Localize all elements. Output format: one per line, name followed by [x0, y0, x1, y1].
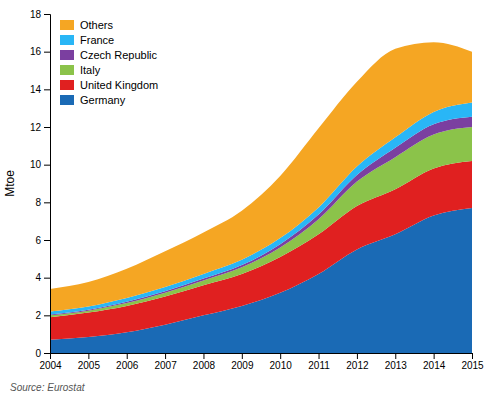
x-axis: 2004 2005 2006 2007 2008 2009 2010 2011 2012 2013… — [39, 353, 484, 371]
legend-swatch — [60, 80, 74, 90]
tick-label: 2006 — [116, 360, 139, 371]
tick-label: 2004 — [39, 360, 62, 371]
x-tick: 2006 — [116, 353, 139, 371]
y-axis: 0 2 4 6 8 10 12 14 16 18 — [30, 9, 51, 359]
legend-item: Germany — [60, 94, 126, 106]
legend-label: France — [80, 34, 114, 46]
legend-item: Others — [60, 19, 114, 31]
x-tick: 2009 — [231, 353, 254, 371]
tick-label: 10 — [30, 159, 42, 170]
tick-mark — [395, 353, 396, 359]
y-tick: 12 — [30, 122, 50, 133]
y-tick: 14 — [30, 84, 50, 95]
tick-label: 2007 — [154, 360, 177, 371]
legend-swatch — [60, 65, 74, 75]
tick-label: 6 — [35, 235, 41, 246]
tick-label: 8 — [35, 197, 41, 208]
legend-label: Others — [80, 19, 114, 31]
legend-item: United Kingdom — [60, 79, 158, 91]
y-tick: 4 — [35, 272, 50, 283]
tick-mark — [44, 202, 50, 203]
legend: Others France Czech Republic Italy United Ki… — [60, 19, 158, 106]
legend-label: Czech Republic — [80, 49, 158, 61]
tick-label: 18 — [30, 9, 42, 20]
legend-item: France — [60, 34, 114, 46]
tick-label: 2009 — [231, 360, 254, 371]
tick-mark — [44, 278, 50, 279]
x-tick: 2013 — [385, 353, 408, 371]
tick-label: 0 — [35, 348, 41, 359]
legend-item: Italy — [60, 64, 101, 76]
legend-swatch — [60, 20, 74, 30]
legend-swatch — [60, 35, 74, 45]
x-tick: 2005 — [78, 353, 101, 371]
area — [50, 42, 472, 311]
tick-label: 2005 — [78, 360, 101, 371]
y-tick: 6 — [35, 235, 50, 246]
tick-label: 2 — [35, 310, 41, 321]
tick-mark — [44, 14, 50, 15]
plot: 2004200520062007200820092010201120122013… — [3, 9, 484, 371]
y-tick: 10 — [30, 159, 50, 170]
tick-label: 2012 — [346, 360, 369, 371]
tick-mark — [319, 353, 320, 359]
y-tick: 16 — [30, 46, 50, 57]
tick-mark — [44, 52, 50, 53]
axis-line — [44, 15, 51, 354]
y-tick: 0 — [35, 348, 50, 359]
tick-mark — [88, 353, 89, 359]
tick-label: 12 — [30, 122, 42, 133]
tick-label: 4 — [35, 272, 41, 283]
tick-mark — [472, 353, 473, 359]
tick-label: 2014 — [423, 360, 446, 371]
x-tick: 2011 — [308, 353, 330, 371]
x-tick: 2004 — [39, 353, 62, 371]
legend-item: Czech Republic — [60, 49, 158, 61]
tick-mark — [434, 353, 435, 359]
tick-label: 14 — [30, 84, 42, 95]
tick-mark — [44, 165, 50, 166]
chart: 2004200520062007200820092010201120122013… — [0, 0, 490, 399]
axis-title: Mtoe — [3, 170, 17, 197]
x-tick: 2008 — [193, 353, 216, 371]
tick-label: 2015 — [461, 360, 484, 371]
areas — [50, 42, 472, 353]
x-tick: 2007 — [154, 353, 177, 371]
tick-mark — [44, 240, 50, 241]
x-tick: 2014 — [423, 353, 446, 371]
axis-line — [51, 354, 473, 360]
tick-mark — [127, 353, 128, 359]
tick-label: 2010 — [270, 360, 293, 371]
tick-mark — [44, 315, 50, 316]
tick-mark — [357, 353, 358, 359]
tick-label: 16 — [30, 46, 42, 57]
tick-mark — [44, 127, 50, 128]
y-tick: 8 — [35, 197, 50, 208]
legend-label: Germany — [80, 94, 126, 106]
tick-label: 2011 — [308, 360, 330, 371]
tick-mark — [242, 353, 243, 359]
y-tick: 18 — [30, 9, 50, 20]
tick-label: 2008 — [193, 360, 216, 371]
x-tick: 2015 — [461, 353, 484, 371]
tick-mark — [44, 89, 50, 90]
annotation: Source: Eurostat — [10, 382, 86, 393]
tick-label: 2013 — [385, 360, 408, 371]
tick-mark — [44, 353, 50, 354]
x-tick: 2012 — [346, 353, 369, 371]
legend-label: Italy — [80, 64, 101, 76]
tick-mark — [203, 353, 204, 359]
x-tick: 2010 — [270, 353, 293, 371]
tick-mark — [165, 353, 166, 359]
y-tick: 2 — [35, 310, 50, 321]
legend-swatch — [60, 95, 74, 105]
legend-swatch — [60, 50, 74, 60]
legend-label: United Kingdom — [80, 79, 158, 91]
tick-mark — [280, 353, 281, 359]
